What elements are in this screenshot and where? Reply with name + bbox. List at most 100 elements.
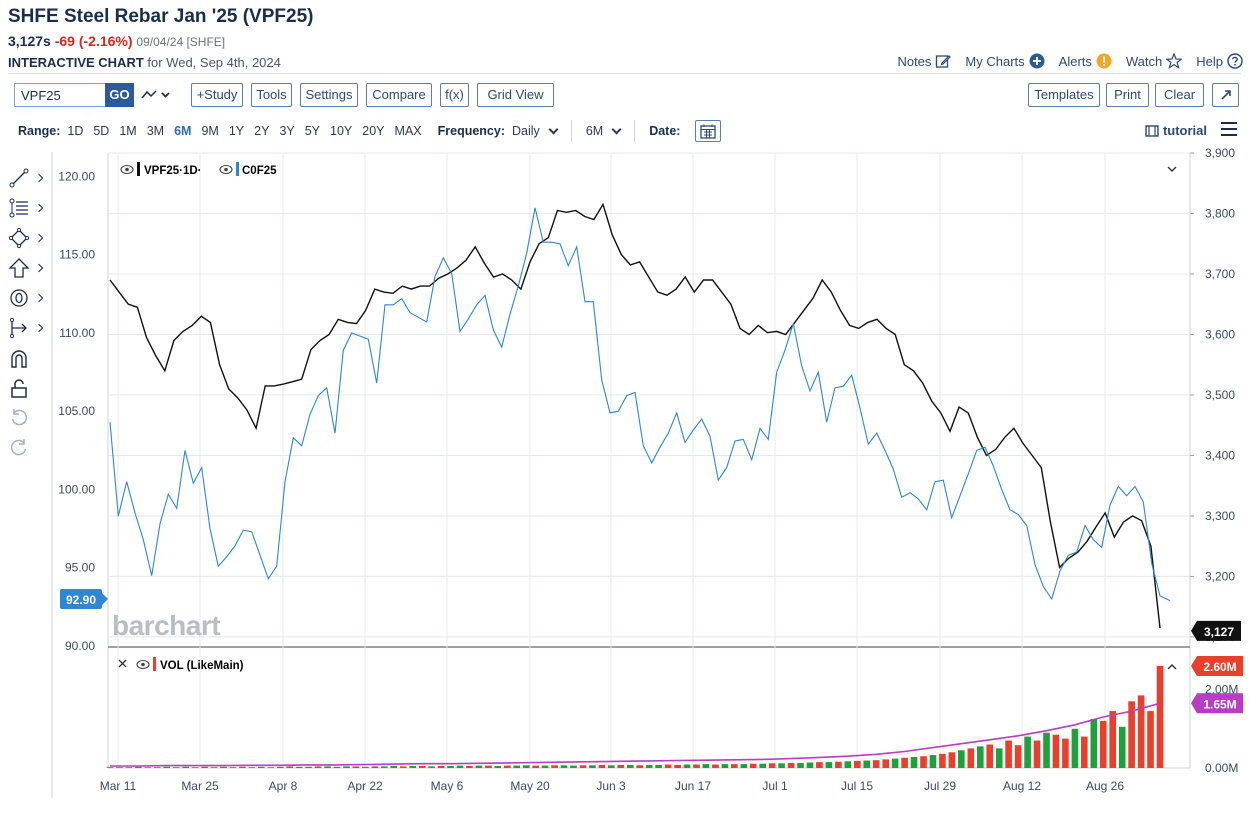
volume-bar (163, 766, 170, 768)
eye-icon[interactable] (136, 659, 150, 670)
volume-bar (589, 765, 596, 768)
chevron-down-icon[interactable] (1167, 166, 1177, 172)
range-option[interactable]: 3M (146, 124, 165, 138)
x-tick-label: May 20 (510, 779, 550, 793)
c0f25-series-line[interactable] (109, 207, 1171, 602)
undo-tool[interactable] (8, 407, 50, 429)
volume-bar (958, 750, 965, 768)
print-button[interactable]: Print (1106, 83, 1149, 107)
volume-bar (655, 764, 662, 768)
compare-button[interactable]: Compare (366, 83, 432, 107)
measure-tool[interactable] (8, 317, 50, 339)
menu-icon[interactable] (1221, 122, 1237, 136)
magnet-tool[interactable] (8, 347, 50, 369)
grid-layer (108, 152, 1190, 768)
templates-button[interactable]: Templates (1028, 83, 1100, 107)
volume-bar (1024, 736, 1031, 768)
volume-bar (381, 766, 388, 768)
calendar-button[interactable] (695, 120, 722, 142)
line-tool[interactable] (8, 167, 50, 189)
right-tick-label: 3,200 (1205, 569, 1235, 583)
volume-bar (995, 748, 1003, 768)
volume-bar (343, 766, 350, 768)
range-option[interactable]: 9M (201, 124, 219, 138)
range-option[interactable]: 1Y (228, 124, 245, 138)
volume-bar (362, 766, 369, 768)
eye-icon[interactable] (219, 164, 233, 175)
function-button[interactable]: f(x) (440, 83, 469, 107)
fib-tool[interactable] (8, 197, 50, 219)
volume-bar (1071, 728, 1079, 768)
range-option[interactable]: 5D (93, 124, 110, 138)
fibonacci-icon (9, 198, 28, 218)
clear-button[interactable]: Clear (1155, 83, 1204, 107)
settings-button[interactable]: Settings (300, 83, 358, 107)
my-charts-label: My Charts (965, 53, 1025, 69)
date-label: Date: (649, 124, 681, 138)
volume-bar (674, 764, 681, 768)
trend-line-icon (9, 168, 29, 188)
volume-bar (977, 746, 984, 768)
range-option[interactable]: 1D (67, 124, 84, 138)
shape-tool[interactable] (8, 227, 50, 249)
annotation-tool[interactable] (8, 287, 50, 309)
lock-tool[interactable] (8, 377, 50, 399)
redo-tool[interactable] (8, 437, 50, 459)
left-tick-label: 105.00 (58, 404, 95, 418)
volume-bar (551, 765, 558, 768)
x-tick-label: Aug 26 (1086, 779, 1124, 793)
vpf25-last-price-label: 3,127 (1191, 620, 1241, 641)
go-button[interactable]: GO (105, 83, 134, 107)
range-option[interactable]: 2Y (254, 124, 270, 138)
my-charts-link[interactable]: My Charts (965, 53, 1045, 69)
help-link[interactable]: Help (1196, 53, 1243, 69)
period-dropdown[interactable]: 6M (585, 124, 604, 138)
expand-button[interactable] (1212, 83, 1239, 107)
watch-link[interactable]: Watch (1126, 53, 1183, 69)
legend-vpf25[interactable]: VPF25·1D· (144, 165, 202, 177)
volume-bar (683, 764, 691, 768)
legend-volume[interactable]: VOL (LikeMain) (160, 660, 244, 672)
tools-button[interactable]: Tools (251, 83, 292, 107)
volume-bar (844, 761, 852, 768)
range-option[interactable]: 20Y (362, 124, 385, 138)
range-label: Range: (18, 124, 61, 138)
volume-bar (891, 758, 899, 768)
vpf25-series-line[interactable] (109, 202, 1161, 628)
legend-c0f25[interactable]: C0F25 (242, 165, 277, 177)
volume-bar (627, 764, 634, 768)
range-option[interactable]: 3Y (279, 124, 295, 138)
volume-layer (106, 666, 1164, 768)
range-option[interactable]: MAX (394, 124, 422, 138)
notes-link[interactable]: Notes (897, 53, 952, 69)
add-study-button[interactable]: +Study (191, 83, 243, 107)
arrow-tool[interactable] (8, 257, 50, 279)
quote-line: 3,127s -69 (-2.16%) 09/04/24 [SHFE] (8, 33, 225, 49)
volume-bar (1109, 711, 1116, 768)
volume-bar (664, 764, 672, 768)
eye-icon[interactable] (120, 164, 134, 175)
barchart-logo: barchart (112, 610, 221, 641)
x-tick-label: Jul 15 (841, 779, 873, 793)
range-option[interactable]: 5Y (304, 124, 321, 138)
range-option[interactable]: 10Y (330, 124, 353, 138)
volume-bar (1137, 695, 1145, 768)
volume-bar (920, 756, 927, 768)
volume-bar (854, 760, 861, 768)
grid-view-button[interactable]: Grid View (477, 83, 554, 107)
expand-icon (1220, 90, 1231, 100)
close-icon[interactable] (118, 659, 127, 668)
alerts-link[interactable]: Alerts (1059, 53, 1112, 69)
chevron-up-icon[interactable] (1167, 664, 1177, 670)
chart-type-icon[interactable] (140, 86, 172, 104)
range-option[interactable]: 6M (174, 124, 192, 138)
tutorial-link[interactable]: tutorial (1145, 123, 1207, 138)
range-option[interactable]: 1M (119, 124, 137, 138)
frequency-dropdown[interactable]: Daily (512, 124, 540, 138)
x-tick-label: Aug 12 (1003, 779, 1041, 793)
volume-bar (106, 767, 114, 768)
volume-bar (305, 766, 312, 768)
volume-bar (418, 766, 426, 768)
unlock-icon (11, 379, 27, 398)
